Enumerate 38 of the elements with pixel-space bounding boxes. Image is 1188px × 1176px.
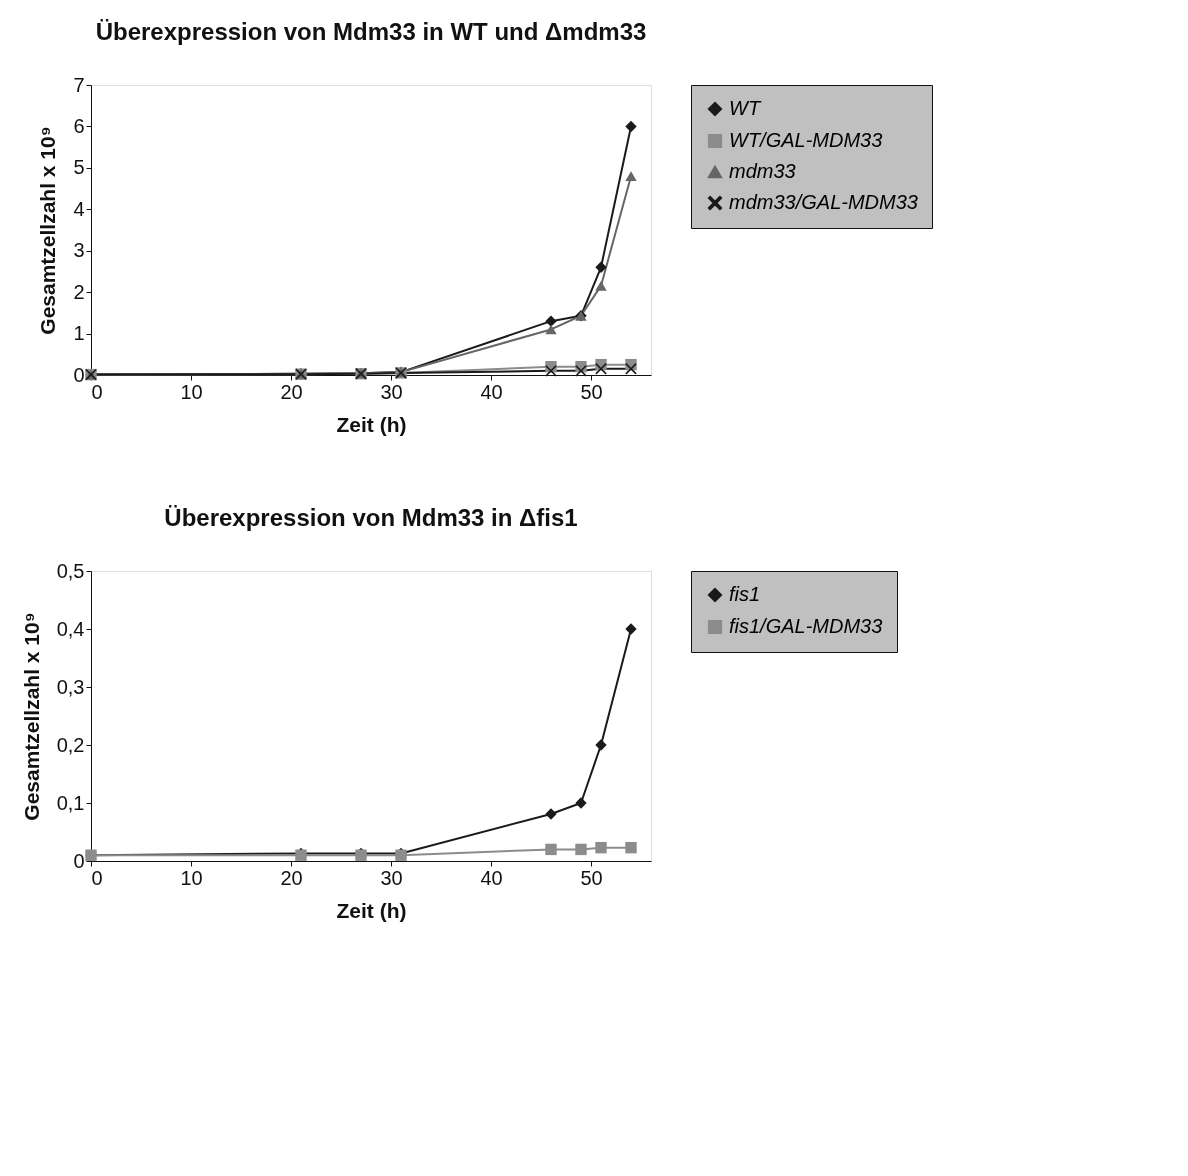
y-tick-label: 0,2 (56, 733, 85, 756)
x-tick-label: 50 (580, 380, 603, 403)
x-tick-label: 40 (480, 866, 503, 889)
x-tick-label: 30 (380, 380, 403, 403)
x-tick-label: 0 (91, 866, 103, 889)
legend-label: WT (729, 97, 762, 119)
y-tick-label: 0,3 (56, 675, 85, 698)
chart-title: Überexpression von Mdm33 in WT und Δmdm33 (95, 18, 647, 45)
y-tick-label: 4 (73, 197, 85, 220)
x-tick-label: 50 (580, 866, 603, 889)
legend-label: fis1/GAL-MDM33 (729, 615, 883, 637)
y-axis-title: Gesamtzellzahl x 10⁹ (36, 126, 60, 335)
chart-title: Überexpression von Mdm33 in Δfis1 (164, 504, 578, 531)
x-tick-label: 30 (380, 866, 403, 889)
x-tick-label: 20 (280, 866, 303, 889)
y-tick-label: 1 (73, 322, 85, 345)
y-tick-label: 0 (73, 849, 85, 872)
x-tick-label: 10 (180, 380, 203, 403)
x-axis-title: Zeit (h) (336, 412, 407, 436)
y-tick-label: 0,1 (56, 791, 85, 814)
x-tick-label: 40 (480, 380, 503, 403)
legend-label: WT/GAL-MDM33 (729, 129, 883, 151)
y-axis-title: Gesamtzellzahl x 10⁹ (19, 612, 43, 821)
x-tick-label: 0 (91, 380, 103, 403)
y-tick-label: 6 (73, 114, 85, 137)
y-tick-label: 2 (73, 280, 85, 303)
legend-label: mdm33/GAL-MDM33 (729, 191, 918, 213)
y-tick-label: 7 (73, 73, 85, 96)
x-tick-label: 10 (180, 866, 203, 889)
y-tick-label: 0,5 (56, 559, 85, 582)
legend-label: mdm33 (729, 160, 796, 182)
y-tick-label: 0 (73, 363, 85, 386)
legend-label: fis1 (729, 583, 761, 605)
y-tick-label: 5 (73, 156, 85, 179)
x-axis-title: Zeit (h) (336, 898, 407, 922)
y-tick-label: 0,4 (56, 617, 85, 640)
y-tick-label: 3 (73, 239, 85, 262)
x-tick-label: 20 (280, 380, 303, 403)
